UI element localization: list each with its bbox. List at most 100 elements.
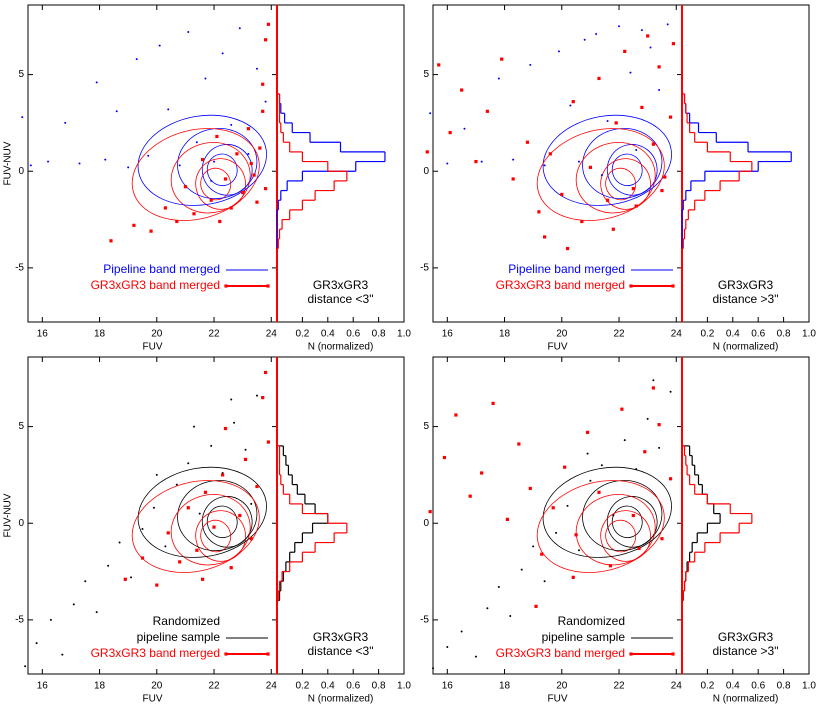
x-tick-label: 0.4 xyxy=(321,681,335,692)
point xyxy=(543,235,547,239)
point xyxy=(497,77,500,80)
point xyxy=(72,603,75,606)
point xyxy=(198,512,201,515)
point xyxy=(640,105,644,110)
legend-label: pipeline sample xyxy=(542,630,626,644)
point xyxy=(658,446,661,449)
point xyxy=(485,109,489,113)
point xyxy=(203,490,208,494)
point xyxy=(620,407,624,411)
point xyxy=(663,175,667,179)
point xyxy=(635,148,638,151)
point xyxy=(569,104,572,107)
point xyxy=(47,160,50,163)
y-tick-label: 0 xyxy=(18,518,24,529)
legend-label: GR3xGR3 band merged xyxy=(91,278,220,292)
point xyxy=(595,32,598,35)
contour xyxy=(131,128,260,221)
point xyxy=(263,187,268,191)
point xyxy=(29,164,32,167)
point xyxy=(563,465,567,469)
point xyxy=(580,219,584,224)
x-tick-label: 22 xyxy=(208,329,220,340)
x-tick-label: 0.2 xyxy=(295,681,309,692)
point xyxy=(658,89,661,92)
point xyxy=(454,413,458,417)
point xyxy=(195,141,198,144)
contour xyxy=(536,128,665,221)
y-tick-label: 5 xyxy=(423,69,429,80)
point xyxy=(95,611,98,614)
annotation: distance <3" xyxy=(308,644,374,658)
point xyxy=(230,123,233,126)
point xyxy=(555,531,558,534)
contour xyxy=(536,480,665,573)
point xyxy=(446,162,449,165)
point xyxy=(600,464,603,467)
x-tick-label: 16 xyxy=(37,681,49,692)
contour xyxy=(170,494,251,566)
point xyxy=(244,448,247,451)
contour xyxy=(200,519,232,553)
point xyxy=(192,212,196,216)
point xyxy=(109,239,113,243)
point xyxy=(95,81,98,84)
point xyxy=(448,130,452,135)
point xyxy=(509,615,512,618)
annotation: GR3xGR3 xyxy=(718,630,774,644)
point xyxy=(560,192,564,197)
point xyxy=(249,537,253,541)
contour xyxy=(605,167,637,201)
y-tick-label: -5 xyxy=(15,615,24,626)
y-tick-label: 0 xyxy=(423,166,429,177)
x-tick-label: 18 xyxy=(94,681,106,692)
contour xyxy=(206,505,238,539)
legend-marker xyxy=(629,284,633,288)
panel: -5 0 5 16 18 20 22 24 0.2 0.4 0.6 0.8 1.0 FUV N (norma… xyxy=(3,356,411,705)
point xyxy=(178,560,182,564)
x-tick-label: 0.2 xyxy=(295,329,309,340)
x-tick-label: 16 xyxy=(442,681,454,692)
point xyxy=(611,227,615,231)
contour xyxy=(611,153,643,187)
contour xyxy=(137,466,267,558)
point xyxy=(187,31,190,34)
point xyxy=(221,473,225,477)
point xyxy=(218,219,222,224)
point xyxy=(195,548,199,552)
point xyxy=(577,549,580,552)
point xyxy=(646,417,649,420)
point xyxy=(186,506,190,510)
x-tick-label: 18 xyxy=(499,681,511,692)
legend-marker xyxy=(671,652,675,656)
point xyxy=(605,198,610,202)
point xyxy=(588,165,593,169)
point xyxy=(247,152,250,155)
point xyxy=(640,29,643,32)
point xyxy=(235,152,239,156)
point xyxy=(246,127,250,131)
legend-label: GR3xGR3 band merged xyxy=(496,646,625,660)
point xyxy=(437,63,441,67)
point xyxy=(574,533,578,537)
point xyxy=(250,502,253,505)
point xyxy=(657,65,661,69)
point xyxy=(612,514,615,517)
x-tick-label: 0.4 xyxy=(726,681,740,692)
point xyxy=(583,38,586,41)
point xyxy=(183,185,188,189)
point xyxy=(210,179,213,182)
point xyxy=(158,44,161,47)
x-tick-label: 22 xyxy=(208,681,220,692)
point xyxy=(597,76,601,81)
point xyxy=(84,580,87,583)
point xyxy=(264,100,267,103)
x-tick-label: 1.0 xyxy=(397,681,411,692)
point xyxy=(486,607,489,610)
point xyxy=(223,426,228,431)
x-axis-label: FUV xyxy=(143,694,163,705)
contours xyxy=(536,114,672,221)
x-tick-label: 18 xyxy=(94,329,106,340)
contour xyxy=(177,480,258,551)
point xyxy=(480,471,484,475)
